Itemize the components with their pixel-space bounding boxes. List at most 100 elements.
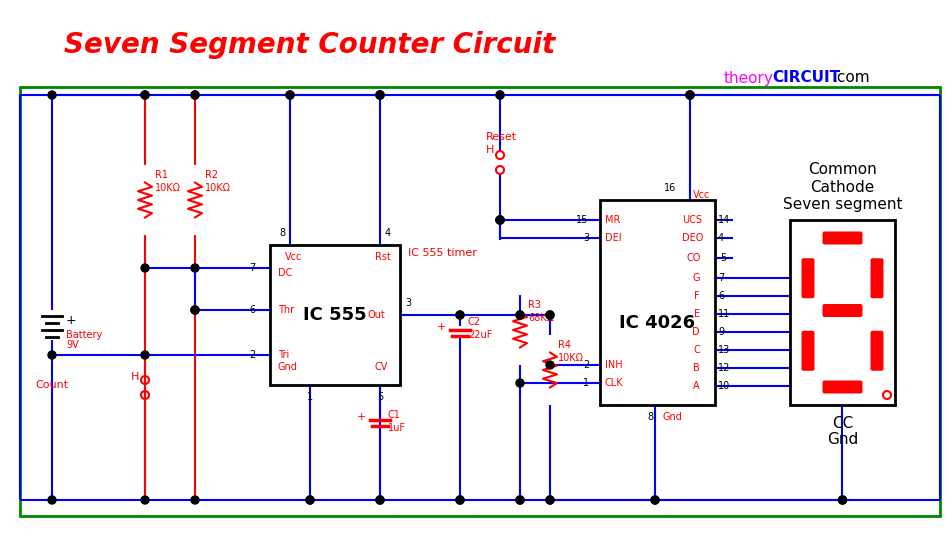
Circle shape: [190, 91, 199, 99]
Text: +: +: [436, 322, 446, 332]
Circle shape: [141, 351, 149, 359]
Circle shape: [515, 311, 524, 319]
Circle shape: [190, 91, 199, 99]
Text: 6: 6: [248, 305, 255, 315]
Text: .com: .com: [831, 70, 869, 85]
Circle shape: [141, 91, 149, 99]
Text: 2: 2: [583, 360, 588, 370]
Text: 1: 1: [583, 378, 588, 388]
Text: 7: 7: [717, 273, 724, 283]
Text: 2: 2: [248, 350, 255, 360]
Text: H: H: [486, 145, 494, 155]
Text: 12: 12: [717, 363, 729, 373]
Circle shape: [515, 496, 524, 504]
Text: Cathode: Cathode: [809, 179, 874, 194]
Text: D: D: [692, 327, 700, 337]
Text: IC 555: IC 555: [303, 306, 367, 324]
Text: Gnd: Gnd: [826, 432, 857, 447]
Circle shape: [376, 91, 384, 99]
Circle shape: [376, 496, 384, 504]
Text: 4: 4: [717, 233, 724, 243]
Text: +: +: [356, 412, 366, 422]
Text: 10KΩ: 10KΩ: [558, 353, 584, 363]
Text: R4: R4: [558, 340, 570, 350]
Text: Tri: Tri: [278, 350, 289, 360]
Circle shape: [455, 311, 464, 319]
FancyBboxPatch shape: [822, 304, 862, 317]
Circle shape: [306, 496, 313, 504]
Text: 5: 5: [720, 253, 725, 263]
Text: Gnd: Gnd: [663, 412, 683, 422]
Circle shape: [286, 91, 293, 99]
Text: 5: 5: [376, 392, 383, 402]
Circle shape: [515, 379, 524, 387]
Text: C2: C2: [467, 317, 481, 327]
FancyBboxPatch shape: [822, 231, 862, 245]
Text: 68KΩ: 68KΩ: [527, 313, 553, 323]
Text: 7: 7: [248, 263, 255, 273]
Text: DC: DC: [278, 268, 292, 278]
Text: H: H: [130, 372, 139, 382]
Bar: [20, 87, 939, 516]
Circle shape: [685, 91, 693, 99]
Text: DEI: DEI: [605, 233, 621, 243]
FancyBboxPatch shape: [869, 331, 883, 371]
Text: DEO: DEO: [682, 233, 703, 243]
Circle shape: [545, 311, 553, 319]
FancyBboxPatch shape: [801, 258, 814, 298]
Text: INH: INH: [605, 360, 622, 370]
Circle shape: [376, 91, 384, 99]
Text: 22uF: 22uF: [467, 330, 492, 340]
Circle shape: [545, 496, 553, 504]
Circle shape: [515, 311, 524, 319]
Circle shape: [838, 496, 845, 504]
Circle shape: [48, 91, 56, 99]
Text: Vcc: Vcc: [285, 252, 302, 262]
Circle shape: [141, 496, 149, 504]
Text: 3: 3: [583, 233, 588, 243]
Text: 4: 4: [385, 228, 390, 238]
Circle shape: [495, 216, 504, 224]
FancyBboxPatch shape: [869, 258, 883, 298]
Text: A: A: [693, 381, 700, 391]
Bar: [600, 200, 714, 405]
Circle shape: [545, 311, 553, 319]
Circle shape: [838, 496, 845, 504]
Circle shape: [190, 264, 199, 272]
Text: Vcc: Vcc: [692, 190, 709, 200]
Text: 11: 11: [717, 309, 729, 319]
Circle shape: [141, 91, 149, 99]
Text: F: F: [694, 291, 700, 301]
Text: C1: C1: [387, 410, 401, 420]
Text: 3: 3: [405, 298, 410, 308]
Circle shape: [650, 496, 659, 504]
Text: Out: Out: [367, 310, 386, 320]
Text: R3: R3: [527, 300, 541, 310]
Circle shape: [495, 91, 504, 99]
Circle shape: [515, 496, 524, 504]
Text: 8: 8: [646, 412, 652, 422]
Text: 15: 15: [575, 215, 587, 225]
Text: CV: CV: [374, 362, 388, 372]
Text: Reset: Reset: [486, 132, 517, 142]
Circle shape: [190, 306, 199, 314]
Text: 1: 1: [307, 392, 313, 402]
Text: E: E: [693, 309, 700, 319]
Text: Count: Count: [35, 380, 68, 390]
Text: Battery: Battery: [66, 330, 102, 340]
Circle shape: [48, 351, 56, 359]
Text: CC: CC: [831, 416, 852, 431]
Circle shape: [545, 361, 553, 369]
Circle shape: [306, 496, 313, 504]
Circle shape: [48, 496, 56, 504]
Circle shape: [495, 91, 504, 99]
Text: 16: 16: [664, 183, 675, 193]
Circle shape: [141, 264, 149, 272]
Text: UCS: UCS: [682, 215, 702, 225]
Text: IC 4026: IC 4026: [619, 314, 695, 331]
Text: 9V: 9V: [66, 340, 79, 350]
Circle shape: [455, 496, 464, 504]
FancyBboxPatch shape: [822, 381, 862, 393]
Text: 13: 13: [717, 345, 729, 355]
Text: theory: theory: [724, 70, 773, 85]
